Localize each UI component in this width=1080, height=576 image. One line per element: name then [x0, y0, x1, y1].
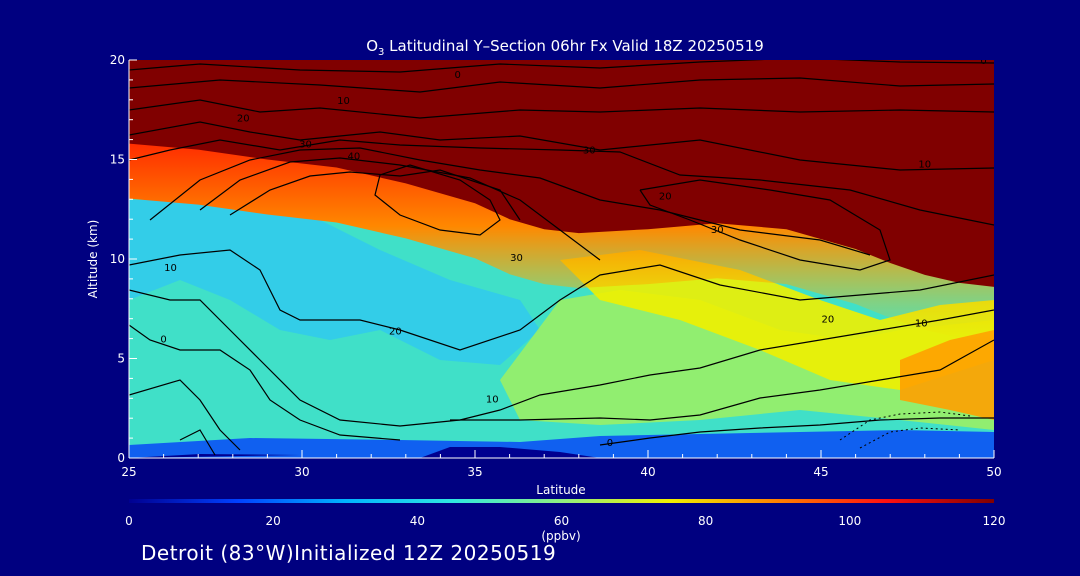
- contour-label: 10: [915, 319, 928, 330]
- contour-label: 0: [160, 335, 166, 346]
- contour-label: 20: [822, 315, 835, 326]
- contour-label: 30: [510, 253, 523, 264]
- contour-label: 0: [607, 438, 613, 449]
- colorbar: [129, 499, 994, 503]
- x-tick-label: 30: [294, 465, 309, 479]
- field-darkblue-surface: [420, 447, 600, 458]
- contour-label: 30: [583, 146, 596, 157]
- x-tick-label: 25: [121, 465, 136, 479]
- x-axis: 25 30 35 40 45 50: [121, 450, 1002, 479]
- colorbar-tick-label: 0: [125, 514, 133, 528]
- x-tick-label: 50: [986, 465, 1001, 479]
- field-blue-surface: [129, 430, 994, 458]
- colorbar-ticks: 0 20 40 60 80 100 120: [125, 514, 1005, 528]
- contour-label: 20: [659, 191, 672, 202]
- colorbar-tick-label: 100: [838, 514, 861, 528]
- footer-location: Detroit (83°W)Initialized 12Z 20250519: [141, 541, 557, 565]
- contour-lines: [129, 60, 994, 456]
- contour-label: 30: [711, 225, 724, 236]
- x-tick-label: 35: [467, 465, 482, 479]
- x-tick-label: 45: [813, 465, 828, 479]
- contour-label: 10: [337, 96, 350, 107]
- contour-label: 10: [486, 394, 499, 405]
- contour-label: 20: [237, 114, 250, 125]
- chart-title: O3 Latitudinal Y–Section 06hr Fx Valid 1…: [366, 37, 764, 58]
- y-tick-label: 0: [117, 451, 125, 465]
- field-yellow-region: [560, 250, 994, 390]
- y-tick-label: 20: [110, 53, 125, 67]
- colorbar-tick-label: 80: [698, 514, 713, 528]
- field-green-region: [500, 290, 994, 430]
- colorbar-unit: (ppbv): [541, 529, 580, 543]
- y-tick-label: 10: [110, 252, 125, 266]
- y-tick-label: 15: [110, 153, 125, 167]
- contour-label: 10: [918, 160, 931, 171]
- dotted-contours: [839, 411, 971, 449]
- plot-area: 0 0 10 10 10 10 10 20 20 20 20 30 30 30 30 40 0 0: [129, 56, 994, 458]
- colorbar-tick-label: 120: [983, 514, 1006, 528]
- contour-label: 0: [980, 56, 986, 67]
- contour-label: 0: [455, 70, 461, 81]
- colorbar-tick-label: 60: [554, 514, 569, 528]
- x-axis-label: Latitude: [536, 483, 585, 497]
- contour-label: 30: [299, 140, 312, 151]
- colorbar-tick-label: 40: [410, 514, 425, 528]
- y-axis-label: Altitude (km): [86, 220, 100, 299]
- tropopause-gradient: [129, 131, 994, 342]
- contour-label: 20: [389, 327, 402, 338]
- contour-label: 40: [348, 152, 361, 163]
- field-darkblue-surface: [129, 454, 300, 458]
- y-tick-label: 5: [117, 352, 125, 366]
- stratosphere-field: [129, 60, 994, 287]
- contour-label: 10: [164, 263, 177, 274]
- contour-labels: 0 0 10 10 10 10 10 20 20 20 20 30 30 30 30 40 0 0: [160, 56, 986, 449]
- field-cyan-region: [129, 200, 540, 365]
- x-tick-label: 40: [640, 465, 655, 479]
- colorbar-tick-label: 20: [266, 514, 281, 528]
